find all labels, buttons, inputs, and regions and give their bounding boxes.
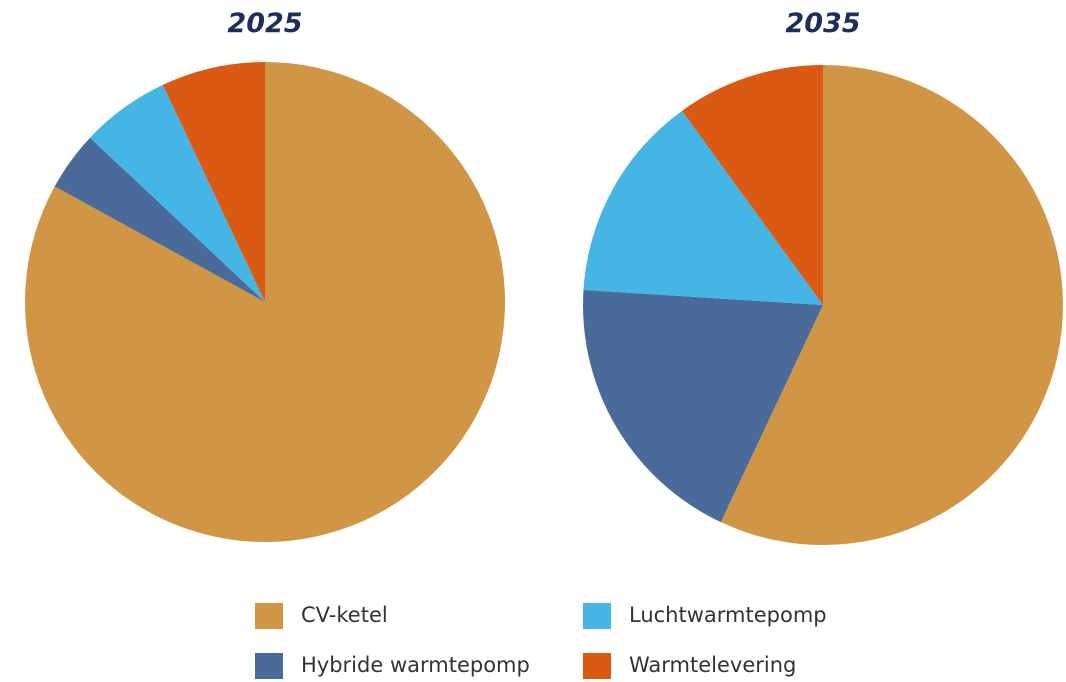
chart-title: 2035 bbox=[785, 8, 860, 39]
legend-swatch bbox=[255, 653, 283, 679]
legend-label: Warmtelevering bbox=[629, 653, 796, 677]
legend-swatch bbox=[583, 603, 611, 629]
pie-slice bbox=[583, 110, 823, 305]
pie-slice bbox=[54, 137, 265, 302]
chart-title: 2025 bbox=[227, 8, 302, 39]
pie-slice bbox=[582, 289, 823, 523]
legend-swatch bbox=[255, 603, 283, 629]
legend-label: Luchtwarmtepomp bbox=[629, 603, 827, 627]
pie-slice bbox=[24, 62, 505, 543]
legend-label: Hybride warmtepomp bbox=[301, 653, 530, 677]
pie-slice bbox=[681, 65, 823, 305]
legend-swatch bbox=[583, 653, 611, 679]
pie-slice bbox=[720, 65, 1063, 545]
legend-label: CV-ketel bbox=[301, 603, 388, 627]
pie-slice bbox=[162, 62, 265, 302]
pie-slice bbox=[90, 84, 265, 302]
